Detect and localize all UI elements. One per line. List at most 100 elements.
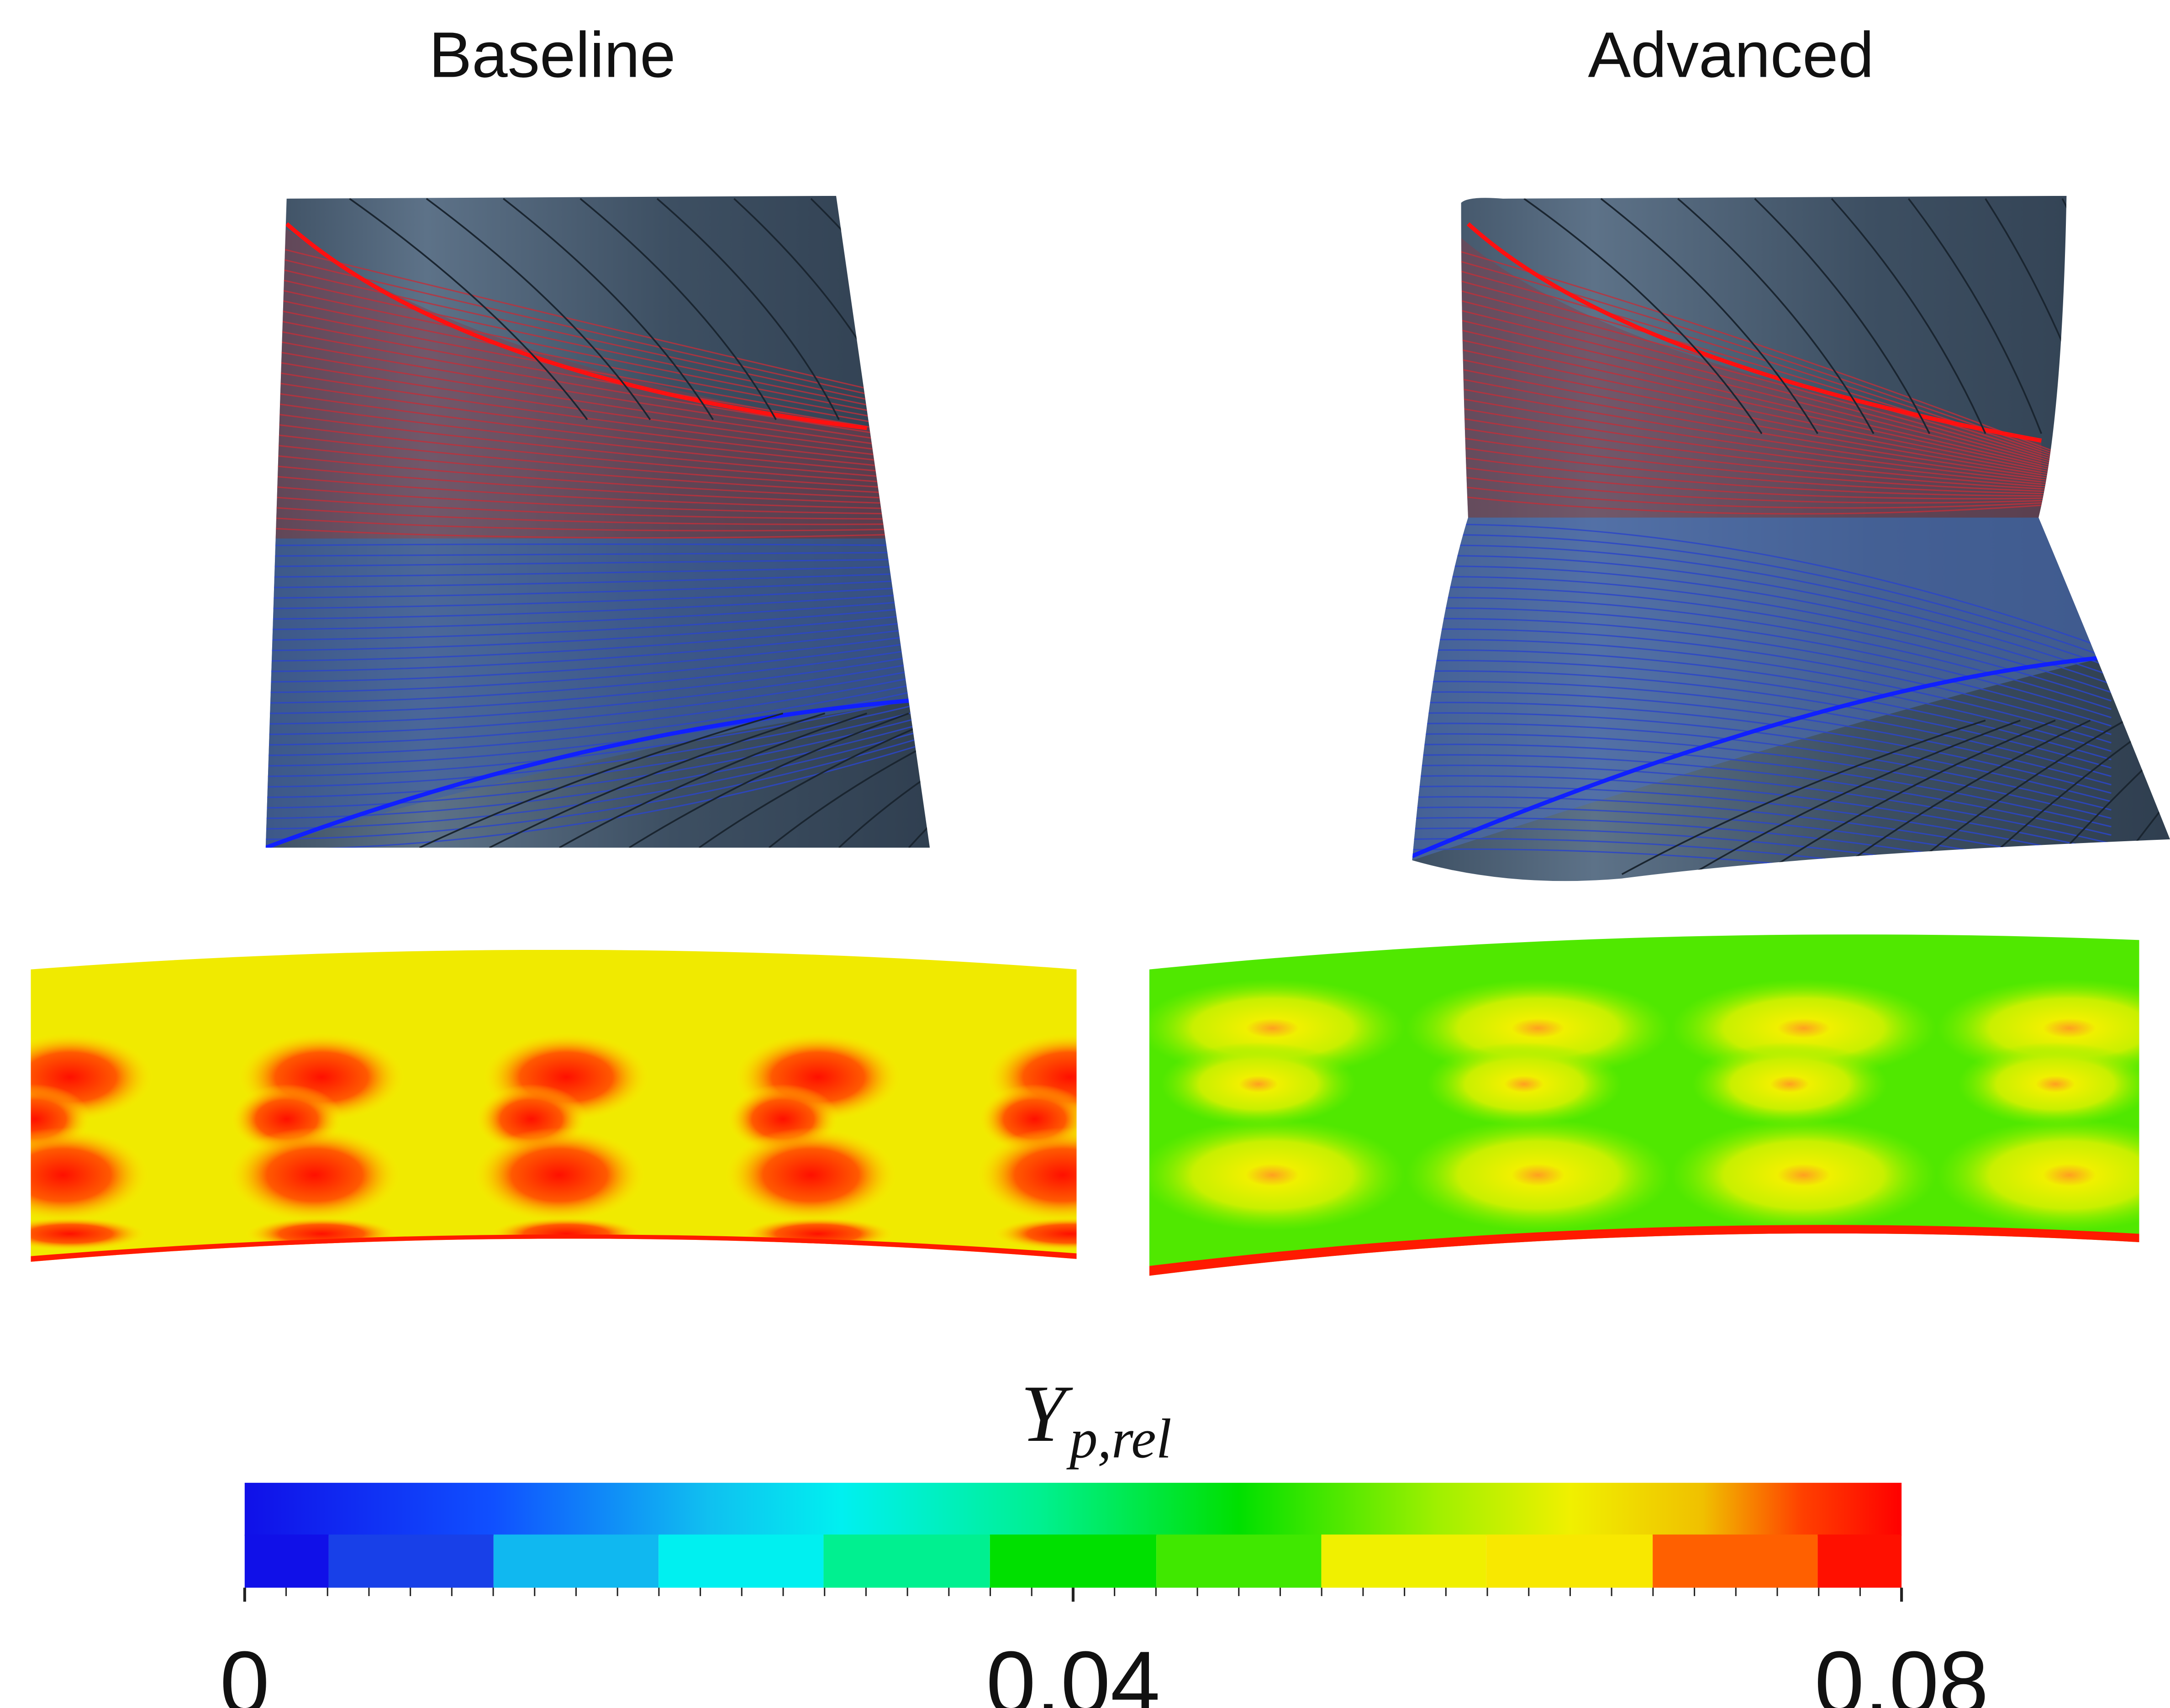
blade-line: [908, 712, 930, 848]
streamline: [265, 401, 923, 476]
streamline: [265, 443, 923, 496]
tick-label: 0: [220, 1633, 269, 1708]
streamline: [265, 654, 923, 714]
blade-advanced: [1412, 195, 2170, 881]
contour-blob: [1426, 1042, 1622, 1126]
colorbar-band: [1653, 1534, 1818, 1588]
blade-line: [1901, 719, 2126, 875]
tick-label: 0.04: [986, 1633, 1160, 1708]
blade-line: [2061, 198, 2154, 434]
streamline: [1461, 280, 2056, 459]
colorbar-band: [823, 1534, 990, 1588]
colorbar-band: [990, 1534, 1157, 1588]
blade-line: [489, 712, 826, 848]
streamline: [1461, 388, 2056, 482]
colorbar-band: [1817, 1534, 1902, 1588]
streamline: [1412, 743, 2112, 828]
streamline: [1461, 437, 2055, 493]
colorbar-band: [328, 1534, 494, 1588]
streamline: [1461, 447, 2055, 495]
streamline: [265, 422, 923, 485]
streamline: [265, 433, 923, 490]
contour-blob: [1936, 1119, 2139, 1231]
blade-line: [349, 198, 588, 421]
blade-line: [1677, 198, 1875, 434]
streamline: [1412, 576, 2112, 693]
streamline: [265, 593, 923, 620]
streamline: [265, 586, 923, 609]
streamline: [265, 453, 923, 501]
streamline: [265, 675, 923, 746]
blade-line: [887, 198, 930, 420]
streamline: [265, 506, 923, 525]
streamline: [265, 634, 923, 683]
streamline: [1461, 358, 2056, 476]
streamline: [1461, 310, 2056, 465]
streamline: [265, 391, 923, 471]
contour-blob: [992, 1217, 1077, 1251]
streamline: [1461, 349, 2056, 474]
contour-blob: [1149, 1119, 1406, 1231]
streamline: [265, 682, 923, 756]
streamline: [1461, 339, 2056, 472]
colorbar-band: [244, 1534, 329, 1588]
streamline: [265, 716, 923, 809]
streamline: [1412, 565, 2112, 685]
streamline: [265, 359, 923, 456]
streamline: [265, 517, 923, 532]
streamline: [1412, 680, 2112, 777]
streamline: [1412, 628, 2112, 735]
contour-blob: [1670, 1119, 1937, 1231]
streamline: [265, 627, 923, 672]
contour-blob: [724, 1127, 898, 1223]
streamline: [265, 565, 923, 578]
streamline: [265, 317, 923, 437]
streamline: [1412, 659, 2112, 760]
streamline: [1461, 319, 2056, 468]
streamline: [265, 464, 923, 505]
streamline: [1412, 638, 2112, 743]
contour-blob: [31, 1127, 150, 1223]
streamline: [1461, 427, 2056, 490]
streamline: [265, 696, 923, 777]
blade-line: [1831, 719, 2091, 875]
streamline: [1412, 655, 2105, 858]
streamline: [265, 412, 923, 481]
streamline: [265, 668, 923, 735]
streamline: [265, 702, 923, 788]
contour-blob: [472, 1127, 646, 1223]
streamline: [1412, 607, 2112, 718]
blade-line: [1754, 198, 1931, 434]
streamline: [265, 496, 923, 520]
streamline: [1461, 369, 2056, 478]
streamline: [265, 328, 923, 442]
streamline: [1461, 398, 2056, 484]
streamline: [1412, 597, 2112, 710]
blade-line: [768, 712, 930, 848]
streamline: [1412, 523, 2112, 651]
contour-blob: [1160, 1042, 1356, 1126]
streamline: [1412, 586, 2112, 702]
streamline: [1412, 670, 2112, 769]
streamline: [1461, 378, 2056, 480]
streamline: [265, 730, 923, 830]
blade-line: [1907, 198, 2043, 434]
blade-line: [558, 712, 867, 848]
colorbar-band: [1486, 1534, 1653, 1588]
colorbar-gradient: [244, 1482, 1902, 1536]
colorbar-band: [493, 1534, 659, 1588]
blade-line: [628, 712, 909, 848]
streamline: [265, 648, 923, 704]
streamline: [1412, 722, 2112, 811]
streamline: [265, 572, 923, 589]
streamline: [1461, 329, 2056, 469]
streamline: [1412, 691, 2112, 785]
streamline: [265, 697, 923, 848]
streamline: [265, 552, 923, 557]
blade-line: [426, 198, 651, 420]
streamline: [1412, 775, 2112, 853]
streamline: [1461, 407, 2056, 486]
streamline: [1412, 754, 2112, 836]
streamline: [1461, 261, 2056, 455]
